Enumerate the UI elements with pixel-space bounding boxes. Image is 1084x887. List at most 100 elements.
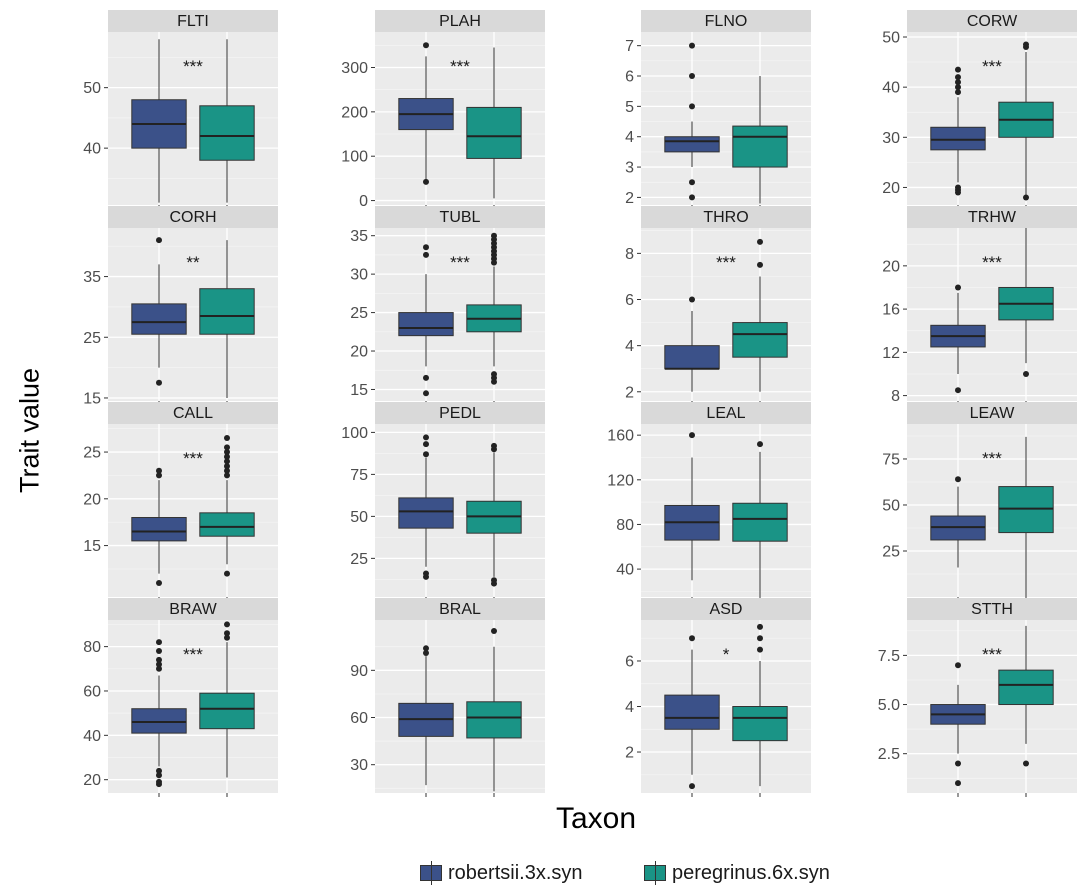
box-robertsii [131,237,187,386]
box-iqr [131,517,187,542]
panel-strip [375,598,545,620]
y-tick-label: 7 [625,38,634,55]
y-tick-label: 6 [625,292,634,309]
outlier-point [224,621,230,628]
y-tick-label: 100 [341,425,368,442]
y-tick-label: 50 [882,497,900,514]
box-robertsii [664,42,720,201]
outlier-point [224,467,230,474]
legend-key-robertsii [420,861,442,885]
panel-strip [108,206,278,228]
outlier-point [156,767,162,774]
box-iqr [732,125,788,168]
y-tick-label: 4 [625,338,634,355]
box-robertsii [398,244,454,397]
outlier-point [757,441,763,448]
significance-annotation: *** [982,645,1002,664]
outlier-point [689,432,695,439]
panel-strip [108,598,278,620]
outlier-point [689,296,695,303]
y-tick-label: 2 [625,190,634,207]
outlier-point [156,656,162,663]
outlier-point [423,390,429,397]
outlier-point [156,579,162,586]
box-peregrinus [466,232,522,385]
y-tick-label: 8 [625,246,634,263]
box-peregrinus [732,623,788,787]
legend: robertsii.3x.syn peregrinus.6x.syn [0,861,1084,885]
legend-label-peregrinus: peregrinus.6x.syn [672,861,830,884]
significance-annotation: *** [716,253,736,272]
panel-strip [641,206,811,228]
y-tick-label: 160 [607,428,634,445]
panel-title: FLTI [177,13,209,30]
box-robertsii [930,284,986,394]
box-robertsii [131,467,187,586]
outlier-point [224,435,230,442]
panel-strip [907,10,1077,32]
panel-leal: LEAL 40 80 120 160 [607,402,811,601]
outlier-point [757,635,763,642]
significance-annotation: ** [186,253,200,272]
y-tick-label: 40 [83,728,101,745]
significance-annotation: *** [450,57,470,76]
panel-title: LEAW [970,405,1016,422]
outlier-point [955,662,961,669]
box-peregrinus [466,442,522,587]
outlier-point [689,42,695,49]
outlier-point [955,66,961,73]
panel-strip [641,10,811,32]
outlier-point [156,467,162,474]
panel-title: BRAL [439,601,481,618]
outlier-point [156,778,162,785]
box-iqr [398,497,454,529]
box-peregrinus [466,628,522,792]
panel-flti: FLTI 40 50 *** [83,10,278,209]
panel-strip [907,598,1077,620]
y-tick-label: 60 [350,710,368,727]
y-tick-label: 0 [359,193,368,210]
y-tick-label: 30 [882,130,900,147]
panel-title: THRO [703,209,748,226]
significance-annotation: *** [982,57,1002,76]
y-tick-label: 50 [882,30,900,47]
outlier-point [156,379,162,386]
significance-annotation: *** [183,57,203,76]
y-tick-label: 5.0 [878,697,900,714]
outlier-point [955,760,961,767]
box-robertsii [930,662,986,787]
box-peregrinus [199,435,255,577]
panel-stth: STTH 2.5 5.0 7.5 *** [878,598,1077,797]
outlier-point [757,623,763,630]
box-robertsii [398,645,454,786]
outlier-point [156,648,162,655]
y-tick-label: 30 [350,267,368,284]
y-tick-label: 4 [625,699,634,716]
y-tick-label: 40 [83,141,101,158]
box-robertsii [398,434,454,580]
outlier-point [1023,194,1029,201]
box-iqr [664,345,720,370]
outlier-point [224,472,230,479]
y-tick-label: 40 [882,80,900,97]
y-tick-label: 25 [83,445,101,462]
y-tick-label: 2.5 [878,746,900,763]
box-peregrinus [732,76,788,204]
y-tick-label: 6 [625,653,634,670]
outlier-point [955,184,961,191]
panel-title: CORH [169,209,216,226]
legend-label-robertsii: robertsii.3x.syn [448,861,583,884]
outlier-point [423,434,429,441]
y-tick-label: 8 [891,388,900,405]
outlier-point [156,639,162,646]
box-peregrinus [466,47,522,199]
y-tick-label: 200 [341,104,368,121]
y-tick-label: 75 [350,467,368,484]
panel-tubl: TUBL 15 20 25 30 35 *** [350,206,545,405]
panel-flno: FLNO 2 3 4 5 6 7 [625,10,811,209]
outlier-point [423,645,429,652]
y-axis-label: Trait value [14,367,45,494]
outlier-point [491,628,497,635]
panel-plah: PLAH 0 100 200 300 *** [341,10,545,210]
